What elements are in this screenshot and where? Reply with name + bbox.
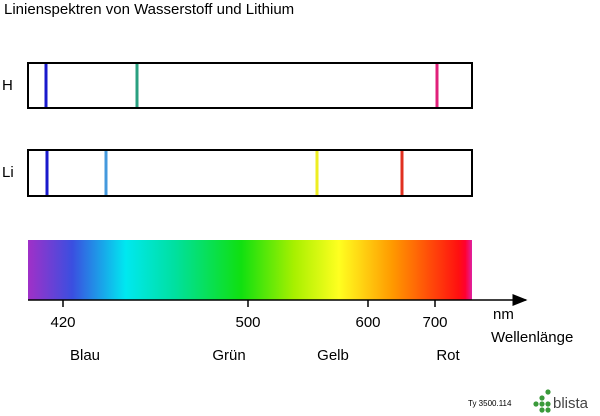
axis-label: Wellenlänge [491,329,573,346]
spectrum-box [27,62,473,109]
color-name: Blau [70,347,100,364]
spectrum-label: Li [2,164,14,181]
color-name: Grün [212,347,245,364]
spectrum-label: H [2,77,13,94]
color-name: Rot [436,347,460,364]
logo-mark [533,389,551,413]
logo-text: blista [553,395,589,412]
tick-label: 420 [50,314,75,331]
footer-code: Ty 3500.114 [468,399,512,408]
axis-ticks [62,300,436,307]
spectral-lines [44,64,439,107]
tick-label: 700 [422,314,447,331]
tick-label: 600 [355,314,380,331]
spectral-lines [45,151,404,195]
spectrum-box [27,149,473,197]
axis-unit: nm [493,306,514,323]
color-name: Gelb [317,347,349,364]
tick-label: 500 [235,314,260,331]
color-spectrum [28,240,472,300]
title: Linienspektren von Wasserstoff und Lithi… [4,1,294,18]
